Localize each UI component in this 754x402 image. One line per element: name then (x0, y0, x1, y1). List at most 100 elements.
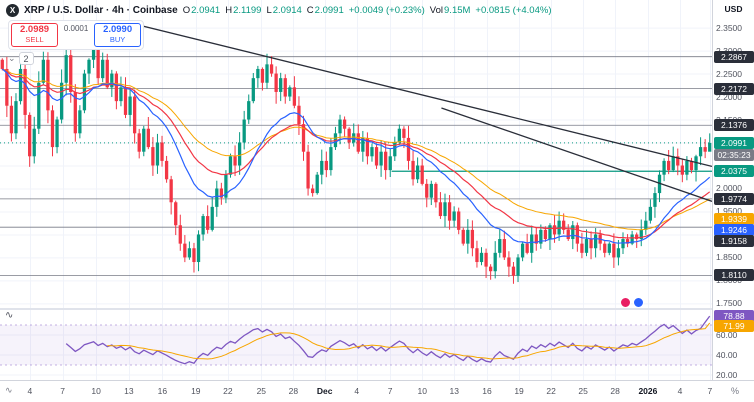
main-price-pane[interactable]: X XRP / U.S. Dollar · 4h · Coinbase O 2.0… (0, 0, 712, 308)
price-chart-canvas[interactable] (0, 0, 712, 308)
ohlc-high: H 2.1199 (225, 5, 261, 16)
low-value: 2.0914 (272, 4, 302, 16)
high-value: 2.1199 (233, 4, 262, 16)
time-label: 25 (578, 386, 588, 396)
emoji-sticker-icon[interactable] (620, 297, 631, 308)
buy-button[interactable]: 2.0990 BUY (94, 23, 142, 47)
level-badge: 2.2867 (714, 50, 754, 63)
ohlc-open: O 2.0941 (183, 5, 220, 16)
time-label: 4 (354, 386, 360, 396)
time-label: Dec (316, 386, 333, 396)
chevron-down-icon: ⌄ (8, 53, 16, 63)
level-badge: 1.8110 (714, 269, 754, 282)
time-label: 16 (482, 386, 492, 396)
level-badge: 2.1376 (714, 119, 754, 132)
timezone-icon[interactable]: ∿ (5, 385, 13, 395)
time-label: 10 (417, 386, 427, 396)
rsi-line (65, 315, 711, 365)
open-value: 2.0941 (191, 4, 221, 16)
price-tick-label: 1.7500 (716, 298, 742, 309)
time-label: 7 (60, 386, 66, 396)
percent-scale-toggle[interactable]: % (730, 386, 739, 396)
ohlc-low: L 2.0914 (266, 5, 301, 16)
last-price-badge: 2.0991 (714, 136, 754, 149)
indicator-badge-blue: 1.9246 (714, 223, 754, 236)
time-label: 16 (157, 386, 168, 396)
price-tick-label: 2.3000 (716, 46, 742, 56)
ema-yellow-line (2, 68, 710, 231)
symbol-title[interactable]: XRP / U.S. Dollar · 4h · Coinbase (24, 4, 178, 16)
volume: Vol 9.15M (430, 5, 471, 16)
sell-price: 2.0989 (20, 24, 50, 35)
rsi-indicator-icon[interactable]: ∿ (5, 310, 14, 321)
countdown-badge: 02:35:23 (714, 148, 754, 161)
buy-price: 2.0990 (103, 24, 133, 35)
price-axis[interactable]: USD 2.35002.30002.25002.20002.15002.0000… (712, 0, 754, 380)
low-label: L (266, 4, 272, 16)
time-label: 2026 (638, 386, 658, 396)
level-badge: 1.9158 (714, 234, 754, 247)
close-label: C (306, 4, 314, 16)
chart-area[interactable]: X XRP / U.S. Dollar · 4h · Coinbase O 2.0… (0, 0, 712, 380)
candles (0, 35, 712, 284)
ema-slow-line (2, 68, 711, 239)
time-label: 28 (610, 386, 620, 396)
sell-button[interactable]: 2.0989 SELL (11, 23, 59, 47)
time-label: 22 (223, 386, 233, 396)
chart-stickers (620, 297, 644, 308)
time-axis[interactable]: ∿ 4 7 10 13 16 19 22 25 28 Dec 4 7 10 13 16 19 22 25 28 202… (0, 380, 754, 402)
pane-divider[interactable] (0, 308, 712, 310)
emoji-sticker-icon[interactable] (633, 297, 644, 308)
indicator-badge-yellow: 1.9339 (714, 212, 754, 225)
price-tick-label: 1.9500 (716, 206, 742, 217)
high-label: H (225, 4, 233, 16)
time-label: 25 (256, 386, 267, 396)
price-tick-label: 2.2000 (716, 91, 742, 102)
buy-sell-widget: 2.0989 SELL 0.0001 2.0990 BUY (8, 20, 145, 50)
time-label: 22 (546, 386, 556, 396)
rsi-band (0, 325, 712, 365)
time-label: 13 (124, 386, 134, 396)
rsi-chart-canvas[interactable] (0, 310, 712, 380)
time-label: 4 (677, 386, 683, 396)
time-label: 19 (514, 386, 524, 396)
level-badge: 2.2172 (714, 82, 754, 95)
rsi-ma-badge: 71.99 (714, 320, 754, 333)
session-change-value: +0.0815 (+4.04%) (475, 4, 552, 16)
time-scale-labels: 4 7 10 13 16 19 22 25 28 Dec 4 7 10 13 16 19 22 25 28 2026 4… (0, 381, 713, 402)
currency-label[interactable]: USD (724, 4, 743, 14)
time-label: 4 (27, 386, 33, 396)
rsi-grid (0, 310, 712, 380)
symbol-logo-icon[interactable]: X (6, 3, 19, 17)
volume-label: Vol (429, 4, 444, 16)
time-label: 19 (191, 386, 201, 396)
rsi-scale[interactable]: 60.00 40.00 20.00 78.88 71.99 (713, 310, 754, 380)
level-badge: 1.9774 (714, 192, 754, 205)
rsi-pane[interactable]: ∿ (0, 310, 712, 380)
time-label: 7 (707, 386, 713, 396)
price-tick-label: 1.8500 (716, 252, 742, 263)
rsi-value-badge: 78.88 (714, 310, 754, 323)
symbol-legend: X XRP / U.S. Dollar · 4h · Coinbase O 2.0… (6, 3, 551, 17)
trendlines[interactable] (120, 20, 712, 202)
spread-value: 0.0001 (63, 24, 89, 33)
hidden-indicators-toggle[interactable]: ⌄ 2 (8, 52, 34, 65)
price-level-lines[interactable] (0, 56, 712, 276)
price-tick-label: 2.3500 (716, 22, 742, 33)
rsi-tick-label: 40.00 (716, 350, 738, 360)
main-price-scale[interactable]: 2.35002.30002.25002.20002.15002.00001.95… (713, 0, 754, 308)
close-value: 2.0991 (314, 4, 344, 16)
rsi-tick-label: 20.00 (716, 370, 738, 380)
time-label: 13 (449, 386, 459, 396)
time-label: 28 (288, 386, 299, 396)
indicator-badge-teal: 2.0375 (714, 165, 754, 178)
price-tick-label: 2.2500 (716, 68, 742, 79)
rsi-ma-line (107, 322, 711, 360)
open-label: O (182, 4, 191, 16)
hidden-indicators-count: 2 (18, 52, 34, 65)
time-label: 10 (91, 386, 101, 396)
ohlc-close: C 2.0991 (307, 5, 344, 16)
volume-value: 9.15M (444, 4, 471, 16)
time-label: 7 (387, 386, 393, 396)
